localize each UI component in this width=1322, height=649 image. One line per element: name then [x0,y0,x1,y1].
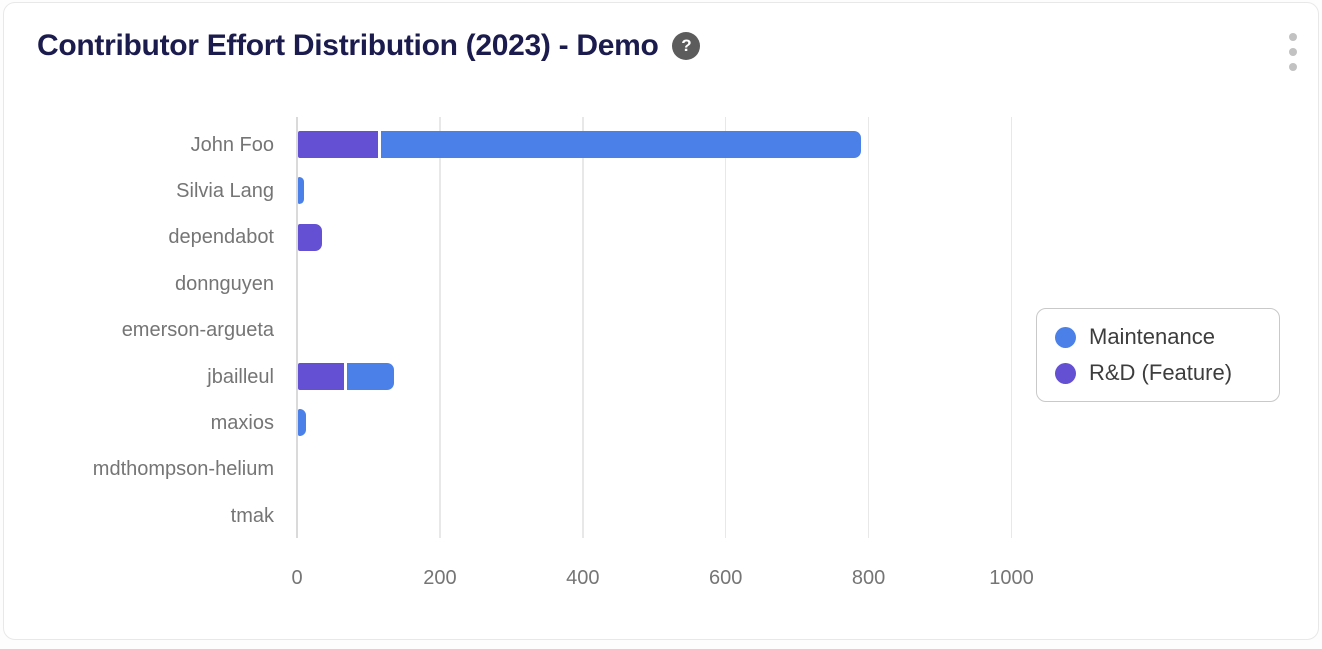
category-label: jbailleul [207,365,274,388]
bar-segment-maintenance[interactable] [381,131,862,158]
legend-label-maintenance: Maintenance [1089,324,1215,349]
bar-segment-maintenance[interactable] [298,177,304,205]
gridline [439,117,441,538]
kebab-dot [1289,33,1297,41]
kebab-menu-icon[interactable] [1285,33,1301,71]
bar-segment-r-d-feature[interactable] [298,223,323,251]
x-axis-tick-label: 800 [851,567,886,589]
x-axis-tick-label: 600 [709,567,743,589]
legend-item-maintenance[interactable]: Maintenance [1055,324,1261,350]
gridline [582,117,584,538]
bar-segment-maintenance[interactable] [346,363,394,390]
help-icon[interactable]: ? [672,32,701,60]
category-label: Silvia Lang [176,179,274,202]
category-label: dependabot [168,226,274,249]
legend-swatch-maintenance-icon [1055,326,1076,348]
page-title: Contributor Effort Distribution (2023) -… [37,29,659,62]
x-axis-tick-label: 0 [291,567,303,589]
bar-segment-r-d-feature[interactable] [298,131,379,158]
legend-item-rnd-feature[interactable]: R&D (Feature) [1055,360,1261,386]
y-axis-line [296,117,299,538]
category-label: emerson-argueta [121,319,274,342]
gridline [867,117,870,538]
category-label: tmak [230,504,274,527]
category-label: donnguyen [175,272,274,295]
chart-legend: Maintenance R&D (Feature) [1036,308,1280,402]
legend-label-rnd-feature: R&D (Feature) [1089,360,1233,385]
bar-chart-plot-area: 0 200 400 600 800 1000 John Foo Silvia Lang depe… [4,3,1322,649]
category-label: John Foo [190,133,274,156]
x-axis-tick-label: 1000 [989,567,1034,589]
x-axis-tick-label: 400 [566,567,600,589]
legend-swatch-rnd-feature-icon [1055,362,1076,384]
category-label: maxios [210,411,274,434]
bar-segment-maintenance[interactable] [298,409,306,437]
bar-segment-r-d-feature[interactable] [298,363,344,390]
kebab-dot [1289,48,1297,56]
chart-header: Contributor Effort Distribution (2023) -… [37,29,701,63]
chart-card: Contributor Effort Distribution (2023) -… [3,2,1319,640]
kebab-dot [1289,63,1297,71]
gridline [724,117,727,538]
x-axis-tick-label: 200 [423,567,457,589]
gridline [1010,117,1013,538]
category-label: mdthompson-helium [92,458,274,481]
